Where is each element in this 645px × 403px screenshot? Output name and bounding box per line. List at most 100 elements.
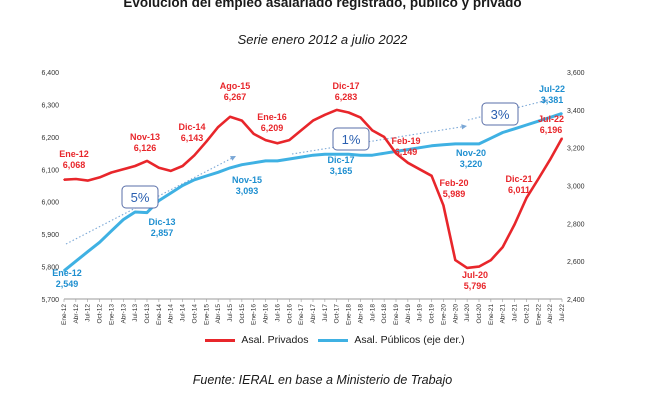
chart-canvas: 5,700 5,800 5,900 6,000 6,100 6,200 6,300 6,400…: [41, 70, 585, 325]
x-tick-label: Oct-19: [429, 304, 436, 324]
annotation-date-label: Ene-12: [52, 268, 82, 278]
data-point-public: [561, 112, 563, 115]
data-point-public: [418, 146, 421, 149]
data-point-private: [312, 119, 314, 122]
x-tick-label: Abr-21: [500, 304, 507, 324]
annotation-date-label: Dic-17: [327, 155, 354, 165]
annotation-date-label: Dic-13: [148, 217, 175, 227]
data-point-private: [478, 265, 480, 268]
data-point-public: [276, 160, 279, 162]
data-point-private: [75, 178, 77, 180]
data-point-private: [193, 154, 196, 157]
data-point-public: [122, 218, 125, 221]
annotation-value-label: 6,209: [261, 123, 284, 133]
legend-swatch-public: [318, 338, 348, 342]
annotation-date-label: Ene-12: [59, 149, 89, 159]
growth-box-label: 1%: [342, 132, 361, 147]
data-point-public: [359, 154, 362, 157]
x-tick-label: Ene-22: [535, 304, 542, 325]
data-point-public: [383, 152, 385, 155]
legend-swatch-private: [205, 338, 235, 342]
data-point-public: [478, 143, 480, 145]
annotation-value-label: 6,143: [181, 133, 204, 143]
x-tick-label: Jul-16: [274, 304, 281, 322]
data-point-private: [110, 171, 113, 174]
data-point-public: [146, 211, 148, 214]
data-point-public: [169, 192, 172, 194]
y-left-tick-label: 6,400: [41, 70, 59, 77]
x-tick-label: Ene-18: [346, 304, 353, 325]
data-point-private: [454, 259, 457, 261]
growth-box: [332, 127, 370, 151]
data-point-private: [418, 168, 421, 171]
annotation-value-label: 6,267: [224, 92, 247, 102]
x-tick-label: Ene-16: [251, 304, 258, 325]
y-right-tick-label: 3,000: [567, 184, 585, 191]
data-point-private: [324, 114, 326, 116]
data-point-private: [395, 152, 397, 155]
annotation-value-label: 6,196: [540, 125, 563, 135]
data-point-private: [169, 170, 172, 172]
annotation-date-label: Jul-22: [539, 84, 565, 94]
annotation-date-label: Feb-20: [439, 178, 468, 188]
data-point-public: [300, 156, 302, 158]
x-tick-label: Jul-21: [512, 304, 519, 322]
data-point-private: [122, 168, 125, 171]
data-point-public: [335, 153, 338, 156]
x-tick-label: Jul-13: [132, 304, 139, 322]
data-point-public: [395, 150, 397, 153]
annotation-date-label: Nov-20: [456, 148, 486, 158]
x-tick-label: Ene-21: [488, 304, 495, 325]
data-point-public: [252, 162, 255, 164]
data-point-private: [241, 119, 243, 122]
data-point-public: [241, 163, 243, 166]
data-point-private: [217, 126, 219, 128]
annotation-value-label: 6,011: [508, 185, 530, 195]
y-left-tick-label: 6,300: [41, 102, 59, 109]
annotation-date-label: Ene-16: [257, 112, 287, 122]
data-point-private: [252, 133, 255, 135]
x-tick-label: Jul-19: [417, 304, 424, 322]
data-point-public: [371, 154, 374, 157]
data-point-private: [466, 267, 468, 269]
data-point-private: [442, 204, 445, 207]
annotation-value-label: 6,126: [134, 143, 157, 153]
data-point-public: [181, 184, 184, 187]
data-point-public: [75, 260, 77, 262]
data-point-public: [63, 270, 65, 272]
x-tick-label: Jul-18: [369, 304, 376, 322]
data-point-public: [501, 131, 504, 134]
data-point-public: [193, 179, 196, 181]
data-point-private: [407, 162, 409, 164]
chart-title: Evolución del empleo asalariado registra…: [123, 0, 522, 10]
y-left-tick-label: 5,800: [41, 265, 59, 272]
data-point-public: [110, 230, 113, 232]
annotation-value-label: 5,796: [464, 281, 487, 291]
data-point-public: [312, 154, 314, 157]
annotation-date-label: Nov-15: [232, 175, 262, 185]
data-point-private: [158, 166, 160, 169]
x-tick-label: Oct-14: [191, 304, 198, 324]
x-tick-label: Jul-14: [180, 304, 187, 322]
x-tick-label: Abr-22: [547, 304, 554, 324]
data-point-private: [300, 129, 302, 132]
data-point-public: [430, 144, 433, 147]
annotation-value-label: 6,068: [63, 160, 86, 170]
annotation-date-label: Nov-13: [130, 132, 160, 142]
data-point-public: [442, 144, 445, 146]
data-point-private: [561, 137, 563, 139]
data-point-private: [98, 176, 101, 179]
data-point-public: [347, 153, 350, 156]
x-tick-label: Jul-12: [85, 304, 92, 322]
data-point-private: [134, 165, 136, 167]
data-point-public: [466, 143, 468, 145]
data-point-private: [359, 116, 362, 119]
x-tick-label: Abr-15: [215, 304, 222, 324]
annotation-value-label: 3,220: [460, 159, 483, 169]
y-right-tick-label: 2,600: [567, 259, 585, 266]
data-point-public: [134, 211, 136, 213]
growth-box: [121, 185, 159, 209]
y-left-tick-label: 5,900: [41, 232, 59, 239]
x-tick-label: Abr-19: [405, 304, 412, 324]
data-point-private: [205, 140, 208, 143]
